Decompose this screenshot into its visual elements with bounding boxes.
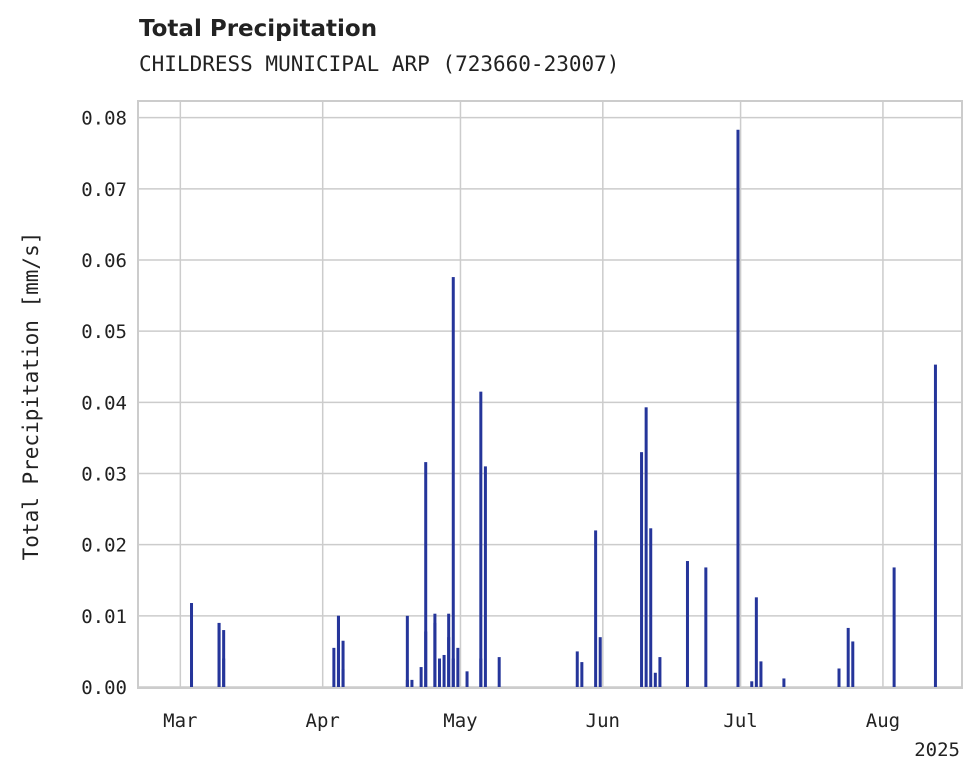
precipitation-bar [649, 528, 653, 687]
precipitation-bar [685, 561, 689, 687]
bar-layer [190, 129, 937, 687]
precipitation-bar [433, 622, 437, 687]
precipitation-bar [217, 622, 221, 687]
plot-frame [137, 100, 963, 689]
x-tick-label: Apr [306, 710, 340, 732]
precipitation-bar [575, 651, 579, 687]
precipitation-bar [653, 672, 657, 687]
precipitation-bar [640, 452, 644, 687]
precipitation-bar [483, 466, 487, 687]
precipitation-bar [497, 657, 501, 687]
precipitation-bar [704, 567, 708, 687]
precipitation-bar [465, 671, 469, 687]
y-tick-label: 0.04 [81, 392, 127, 414]
y-tick-labels: 0.00 0.01 0.02 0.03 0.04 0.05 0.06 0.07 0.08 [81, 108, 127, 699]
x-tick-label: May [443, 710, 477, 732]
precipitation-bar [336, 615, 340, 687]
y-tick-label: 0.01 [81, 606, 127, 628]
precipitation-bar [405, 615, 409, 687]
chart-title: Total Precipitation [139, 16, 378, 42]
precipitation-bar [759, 661, 763, 687]
precipitation-bar [750, 681, 754, 687]
x-tick-label: Jun [586, 710, 620, 732]
precipitation-bar [892, 567, 896, 687]
precipitation-bar [837, 668, 841, 687]
precipitation-bar [222, 658, 226, 687]
y-tick-label: 0.07 [81, 179, 127, 201]
x-tick-label: Mar [163, 710, 197, 732]
precipitation-bar [332, 647, 336, 687]
precipitation-bar [598, 637, 602, 687]
y-tick-label: 0.03 [81, 463, 127, 485]
precipitation-bar [419, 667, 423, 687]
y-tick-label: 0.06 [81, 250, 127, 272]
y-tick-label: 0.02 [81, 535, 127, 557]
precipitation-bar [451, 277, 455, 687]
precipitation-bar [479, 391, 483, 687]
precipitation-bar [456, 647, 460, 687]
precipitation-bar [851, 641, 855, 687]
y-tick-label: 0.05 [81, 321, 127, 343]
precipitation-bar [341, 640, 345, 687]
x-tick-label: Aug [866, 710, 900, 732]
precipitation-bar [933, 364, 937, 687]
precipitation-bar [644, 407, 648, 687]
precipitation-bar [447, 613, 451, 687]
precipitation-bar [782, 678, 786, 687]
precipitation-bar [754, 597, 758, 687]
precipitation-bar [341, 669, 345, 687]
precipitation-bar [437, 658, 441, 687]
precipitation-bar [580, 662, 584, 687]
precipitation-bar [424, 462, 428, 687]
precipitation-bar [424, 631, 428, 687]
precipitation-bar [442, 654, 446, 687]
precipitation-bar [410, 679, 414, 687]
precipitation-bar [736, 129, 740, 687]
x-tick-labels: Mar Apr May Jun Jul Aug [163, 710, 900, 732]
grid-layer [139, 102, 961, 688]
precipitation-bar [451, 658, 455, 687]
precipitation-bar [846, 627, 850, 687]
year-label: 2025 [914, 739, 960, 761]
precipitation-bar [594, 530, 598, 687]
y-tick-label: 0.00 [81, 677, 127, 699]
precipitation-bar [190, 603, 194, 687]
precipitation-bar [658, 657, 662, 687]
y-axis-label: Total Precipitation [mm/s] [19, 232, 43, 561]
chart-subtitle: CHILDRESS MUNICIPAL ARP (723660-23007) [139, 52, 620, 76]
x-tick-label: Jul [723, 710, 757, 732]
y-tick-label: 0.08 [81, 108, 127, 130]
